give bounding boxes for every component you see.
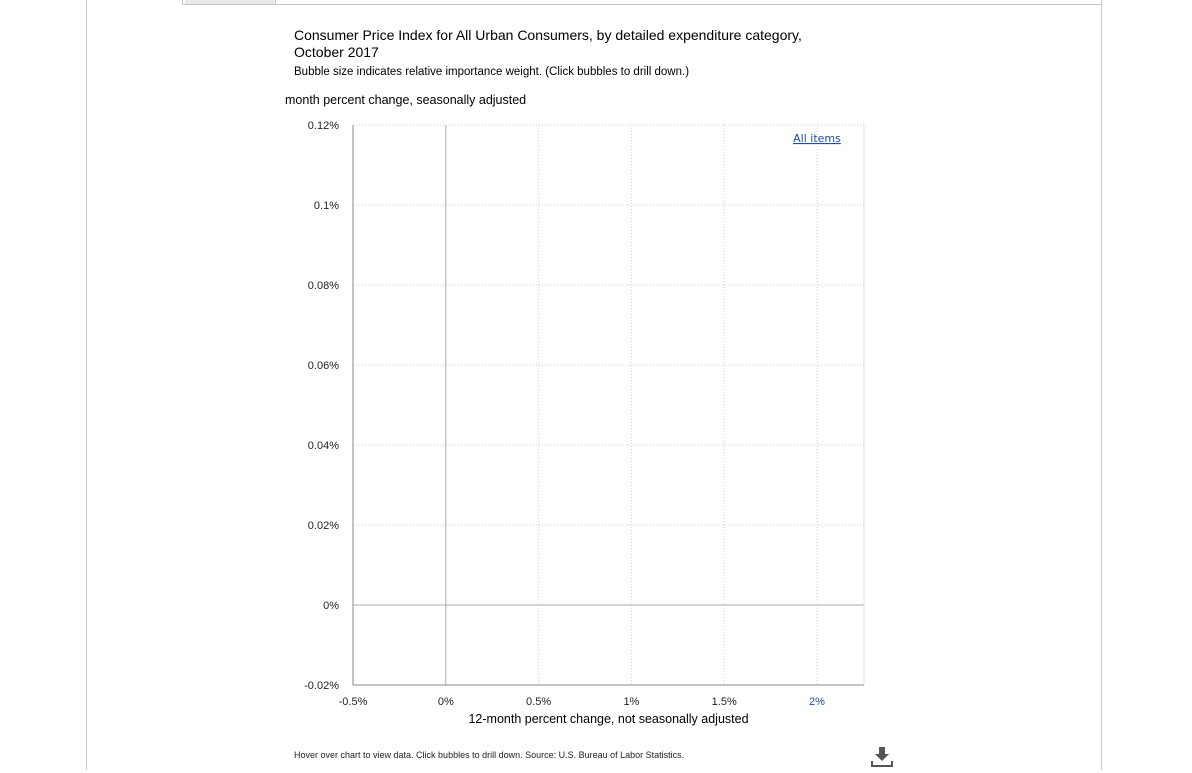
y-tick-label: 0.12% [308, 120, 339, 132]
y-tick-label: 0.04% [308, 440, 339, 452]
page-border-left [86, 0, 87, 770]
x-tick-label: -0.5% [339, 696, 368, 708]
footer-note: Hover over chart to view data. Click bub… [294, 750, 685, 760]
grid-lines [353, 124, 865, 685]
data-points: All items [793, 132, 841, 145]
y-tick-label: 0.02% [308, 520, 339, 532]
panel-border-left [182, 0, 183, 5]
x-tick-labels: -0.5% 0% 0.5% 1% 1.5% 2% [339, 696, 826, 708]
page-border-right [1101, 0, 1102, 770]
y-tick-label: 0% [323, 600, 339, 612]
x-axis-label: 12-month percent change, not seasonally … [468, 712, 749, 726]
x-tick-label: 0% [438, 696, 454, 708]
point-label-all-items[interactable]: All items [793, 132, 841, 145]
x-tick-label: 1.5% [712, 696, 737, 708]
y-axis-label: month percent change, seasonally adjuste… [285, 93, 527, 107]
y-tick-label: 0.1% [314, 200, 339, 212]
axes [352, 125, 864, 686]
chart-subtitle: Bubble size indicates relative importanc… [294, 66, 690, 78]
x-tick-label: 0.5% [526, 696, 551, 708]
tab-stub[interactable] [185, 0, 276, 4]
download-icon[interactable] [870, 744, 894, 768]
y-tick-labels: 0.12% 0.1% 0.08% 0.06% 0.04% 0.02% 0% -0.02% [304, 120, 339, 692]
y-tick-label: 0.06% [308, 360, 339, 372]
y-tick-label: 0.08% [308, 280, 339, 292]
x-tick-label: 1% [623, 696, 639, 708]
chart-title: Consumer Price Index for All Urban Consu… [294, 27, 802, 60]
x-tick-label: 2% [809, 696, 825, 708]
y-tick-label: -0.02% [304, 680, 339, 692]
panel-border-top [182, 4, 1102, 5]
